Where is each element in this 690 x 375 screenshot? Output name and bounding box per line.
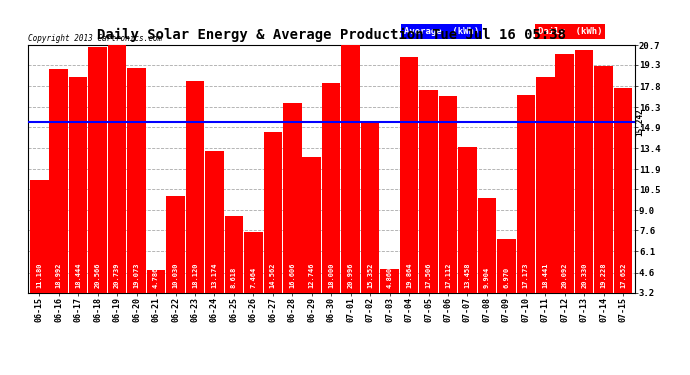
Text: 17.112: 17.112 xyxy=(445,263,451,288)
Text: 13.458: 13.458 xyxy=(464,263,471,288)
Bar xyxy=(225,216,243,338)
Text: 15.242: 15.242 xyxy=(635,108,644,136)
Text: 4.786: 4.786 xyxy=(153,267,159,288)
Bar xyxy=(342,41,360,338)
Bar xyxy=(302,158,321,338)
Bar xyxy=(128,68,146,338)
Bar xyxy=(477,198,496,338)
Title: Daily Solar Energy & Average Production Tue Jul 16 05:38: Daily Solar Energy & Average Production … xyxy=(97,28,566,42)
Bar xyxy=(166,196,185,338)
Bar xyxy=(536,77,555,338)
Bar xyxy=(420,90,437,338)
Text: 13.174: 13.174 xyxy=(211,263,217,288)
Text: 19.073: 19.073 xyxy=(134,263,139,288)
Bar xyxy=(322,83,340,338)
Bar xyxy=(614,88,632,338)
Text: 11.180: 11.180 xyxy=(37,263,42,288)
Text: 17.506: 17.506 xyxy=(426,263,431,288)
Text: Copyright 2013 Cartronics.com: Copyright 2013 Cartronics.com xyxy=(28,33,161,42)
Text: 18.444: 18.444 xyxy=(75,263,81,288)
Bar xyxy=(575,50,593,338)
Text: 15.352: 15.352 xyxy=(367,263,373,288)
Bar xyxy=(147,270,166,338)
Bar xyxy=(400,57,418,338)
Text: 7.464: 7.464 xyxy=(250,267,257,288)
Text: 10.030: 10.030 xyxy=(172,263,179,288)
Text: Daily  (kWh): Daily (kWh) xyxy=(538,27,602,36)
Bar xyxy=(30,180,48,338)
Bar xyxy=(497,239,515,338)
Bar xyxy=(283,103,302,338)
Text: 20.330: 20.330 xyxy=(581,263,587,288)
Text: 6.970: 6.970 xyxy=(503,267,509,288)
Bar xyxy=(88,47,107,338)
Bar xyxy=(439,96,457,338)
Text: 20.739: 20.739 xyxy=(114,263,120,288)
Text: 18.992: 18.992 xyxy=(56,263,61,288)
Bar xyxy=(69,77,88,338)
Bar xyxy=(264,132,282,338)
Text: 17.652: 17.652 xyxy=(620,263,626,288)
Bar xyxy=(108,45,126,338)
Bar xyxy=(361,121,380,338)
Text: 18.000: 18.000 xyxy=(328,263,334,288)
Bar xyxy=(205,152,224,338)
Text: 16.606: 16.606 xyxy=(289,263,295,288)
Text: 20.566: 20.566 xyxy=(95,263,101,288)
Text: 18.120: 18.120 xyxy=(192,263,198,288)
Text: 4.860: 4.860 xyxy=(386,267,393,288)
Bar xyxy=(594,66,613,338)
Bar xyxy=(458,147,477,338)
Bar xyxy=(517,95,535,338)
Bar xyxy=(50,69,68,338)
Text: Average  (kWh): Average (kWh) xyxy=(404,27,480,36)
Text: 19.864: 19.864 xyxy=(406,263,412,288)
Text: 20.996: 20.996 xyxy=(348,263,354,288)
Bar xyxy=(555,54,574,338)
Bar xyxy=(186,81,204,338)
Bar xyxy=(244,232,263,338)
Text: 12.746: 12.746 xyxy=(308,263,315,288)
Bar xyxy=(380,269,399,338)
Text: 14.562: 14.562 xyxy=(270,263,276,288)
Text: 8.618: 8.618 xyxy=(231,267,237,288)
Text: 20.092: 20.092 xyxy=(562,263,568,288)
Text: 19.228: 19.228 xyxy=(601,263,607,288)
Text: 9.904: 9.904 xyxy=(484,267,490,288)
Text: 17.173: 17.173 xyxy=(523,263,529,288)
Text: 18.441: 18.441 xyxy=(542,263,549,288)
